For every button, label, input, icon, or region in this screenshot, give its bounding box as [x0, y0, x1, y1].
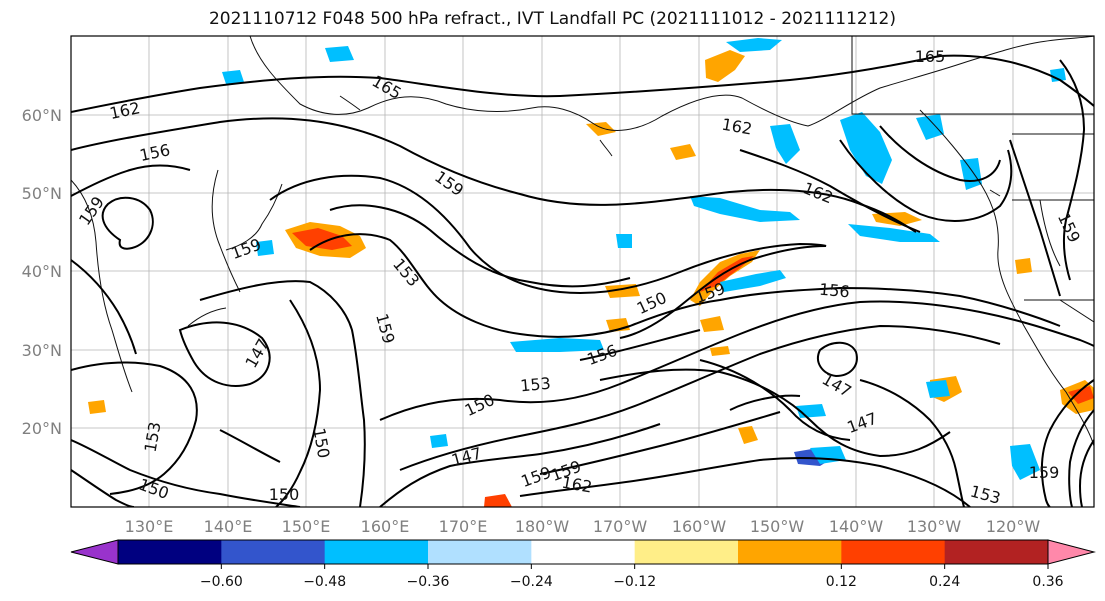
longitude-label: 170°W [593, 517, 648, 536]
colorbar-bin [531, 540, 636, 564]
colorbar-tick-label: −0.24 [510, 574, 553, 590]
colorbar-frame [117, 539, 1049, 565]
longitude-label: 150°E [282, 517, 331, 536]
latitude-label: 30°N [22, 341, 62, 360]
contour-label: 165 [915, 47, 946, 66]
shaded-refractivity-anomaly [88, 38, 1094, 507]
contour-label: 153 [519, 374, 551, 396]
contour-lines [71, 54, 1094, 507]
colorbar-extend-high [1047, 539, 1096, 565]
contour-label: 156 [818, 280, 850, 302]
colorbar-bin [324, 540, 429, 564]
colorbar-tick-label: −0.36 [407, 574, 450, 590]
colorbar-tick-label: 0.24 [929, 574, 960, 590]
latitude-label: 50°N [22, 184, 62, 203]
colorbar-bin [118, 540, 222, 564]
longitude-label: 170°E [439, 517, 488, 536]
colorbar-tick-label: −0.48 [303, 574, 346, 590]
colorbar-bin [428, 540, 532, 564]
latitude-label: 20°N [22, 419, 62, 438]
longitude-label: 150°W [750, 517, 805, 536]
longitude-label: 180°W [515, 517, 570, 536]
colorbar-bin [738, 540, 842, 564]
latitude-labels: 60°N 50°N 40°N 30°N 20°N [22, 106, 62, 438]
colorbar-extend-low [70, 539, 119, 565]
longitude-label: 130°E [125, 517, 174, 536]
colorbar-tick-label: −0.12 [613, 574, 656, 590]
contour-label: 159 [1029, 463, 1060, 482]
colorbar: −0.60−0.48−0.36−0.24−0.120.120.240.360.4… [70, 539, 1096, 590]
longitude-label: 160°E [361, 517, 410, 536]
colorbar-tick-label: −0.60 [200, 574, 243, 590]
colorbar-bin [944, 540, 1049, 564]
colorbar-bin [221, 540, 326, 564]
colorbar-tick-label: 0.12 [826, 574, 857, 590]
plot-title: 2021110712 F048 500 hPa refract., IVT La… [208, 9, 896, 29]
map-panel: 165 165 162 162 156 159 159 159 159 153 … [70, 35, 1095, 508]
colorbar-tick-label: 0.36 [1032, 574, 1063, 590]
plot-frame [70, 35, 1095, 508]
longitude-labels: 130°E 140°E 150°E 160°E 170°E 180°W 170°W 160°W… [125, 517, 1041, 536]
longitude-label: 140°W [829, 517, 884, 536]
longitude-label: 160°W [672, 517, 727, 536]
colorbar-bin [634, 540, 739, 564]
longitude-label: 130°W [907, 517, 962, 536]
colorbar-bin [841, 540, 946, 564]
plot-area [71, 36, 1094, 507]
longitude-label: 120°W [986, 517, 1041, 536]
longitude-label: 140°E [204, 517, 253, 536]
latitude-label: 60°N [22, 106, 62, 125]
negative-anomaly-shading [222, 38, 1066, 480]
contour-label: 150 [269, 485, 300, 504]
latitude-label: 40°N [22, 262, 62, 281]
